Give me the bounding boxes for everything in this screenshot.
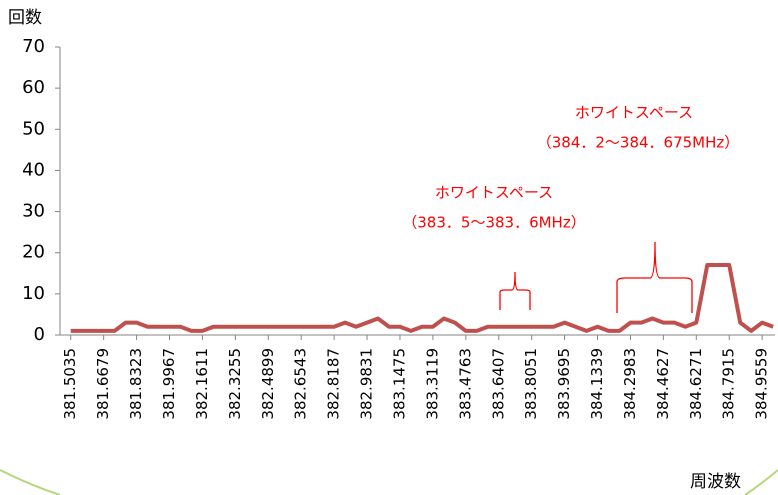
y-tick-label: 30 (22, 201, 45, 222)
x-tick-label: 384.9559 (753, 348, 771, 420)
x-axis-label: 周波数 (690, 472, 741, 492)
annotation: （384．2～384．675MHz） (537, 134, 740, 152)
x-tick-label: 381.9967 (160, 348, 178, 420)
y-tick-label: 10 (22, 283, 45, 304)
annotation: （383．5～383．6MHz） (402, 214, 585, 232)
x-tick-label: 381.8323 (127, 348, 145, 420)
x-tick-label: 381.5035 (61, 348, 79, 420)
y-tick-label: 60 (22, 77, 45, 98)
x-tick-label: 384.1339 (588, 348, 606, 420)
x-tick-label: 383.4763 (456, 348, 474, 420)
x-tick-label: 384.2983 (621, 348, 639, 420)
x-tick-label: 383.3119 (423, 348, 441, 420)
y-axis-label: 回数 (8, 8, 42, 28)
decoration (0, 469, 61, 495)
x-tick-label: 383.8051 (522, 348, 540, 420)
x-tick-label: 382.8187 (325, 348, 343, 420)
x-tick-label: 382.9831 (358, 348, 376, 420)
x-tick-label: 383.1475 (390, 348, 408, 420)
annotation: ホワイトスペース (575, 104, 693, 122)
brace (499, 271, 531, 310)
x-tick-label: 384.7915 (720, 348, 738, 420)
x-tick-label: 384.4627 (654, 348, 672, 420)
decoration (744, 469, 778, 495)
annotation: ホワイトスペース (435, 184, 553, 202)
y-tick-label: 70 (22, 36, 45, 57)
x-tick-label: 382.1611 (193, 348, 211, 420)
x-tick-label: 383.9695 (555, 348, 573, 420)
x-tick-label: 382.3255 (226, 348, 244, 420)
x-tick-label: 382.4899 (259, 348, 277, 420)
x-tick-label: 383.6407 (489, 348, 507, 420)
brace (616, 241, 693, 313)
y-tick-label: 0 (34, 324, 45, 345)
y-tick-label: 40 (22, 159, 45, 180)
x-tick-label: 384.6271 (687, 348, 705, 420)
y-tick-label: 20 (22, 242, 45, 263)
line-series (70, 263, 774, 333)
x-tick-label: 382.6543 (292, 348, 310, 420)
y-tick-label: 50 (22, 118, 45, 139)
x-tick-label: 381.6679 (94, 348, 112, 420)
